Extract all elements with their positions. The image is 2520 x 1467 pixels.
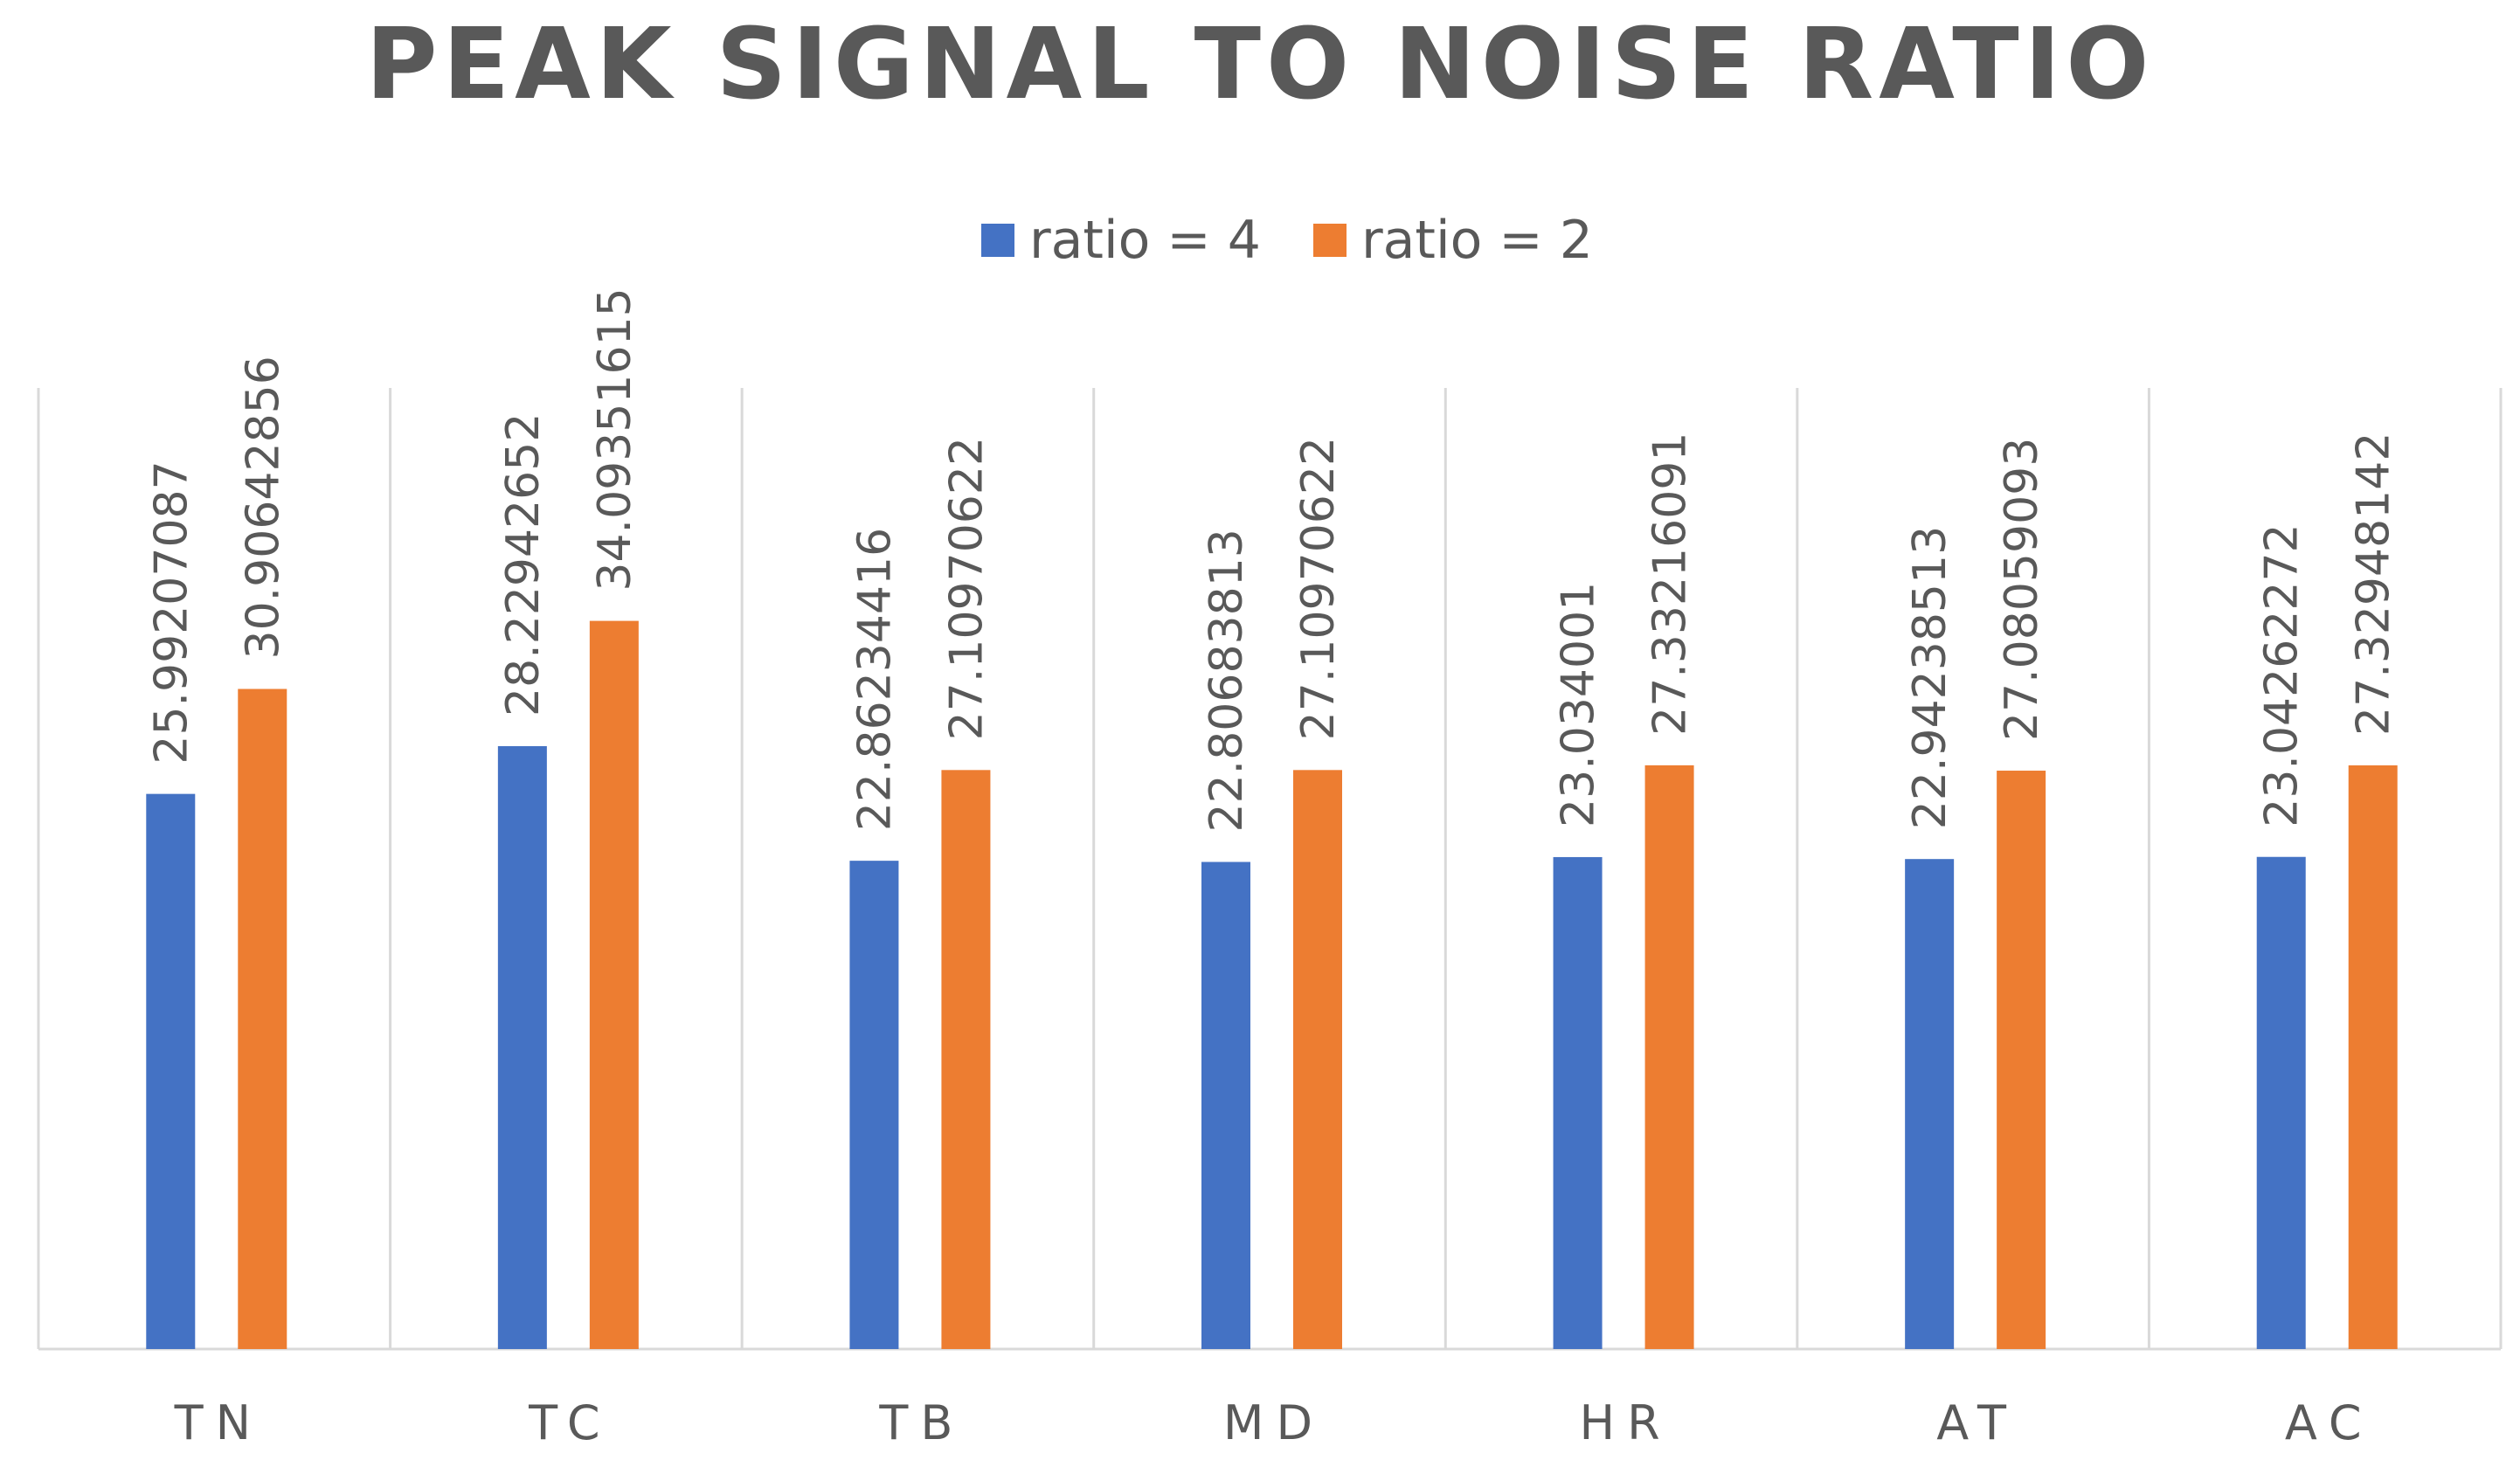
bar-tc-series-2 — [589, 620, 639, 1349]
data-label-md-series-2: 27.10970622 — [1292, 437, 1345, 740]
data-label-md-series-1: 22.80683813 — [1201, 529, 1253, 832]
bar-hr-series-1 — [1553, 856, 1603, 1349]
bar-hr-series-2 — [1644, 765, 1694, 1349]
data-label-ac-series-1: 23.04262272 — [2256, 523, 2309, 827]
bar-ac-series-1 — [2256, 856, 2306, 1349]
plot-area: 25.99207087 30.90642856 TN 28.22942652 34.09… — [37, 287, 2503, 1450]
bar-md-series-2 — [1293, 770, 1342, 1349]
bar-at-series-1 — [1905, 859, 1955, 1349]
bar-tb-series-2 — [941, 770, 991, 1349]
category-label-md: MD — [1223, 1395, 1325, 1450]
data-label-at-series-1: 22.94238513 — [1904, 526, 1956, 829]
data-label-tc-series-1: 28.22942652 — [497, 413, 550, 716]
category-label-hr: HR — [1580, 1395, 1672, 1450]
legend-label-ratio-2: ratio = 2 — [1361, 210, 1593, 271]
bar-tc-series-1 — [497, 745, 547, 1349]
bar-tn-series-1 — [146, 793, 196, 1349]
bar-ac-series-2 — [2348, 765, 2398, 1349]
bar-tn-series-2 — [238, 689, 287, 1349]
bar-md-series-1 — [1201, 862, 1250, 1349]
legend-swatch-ratio-2 — [1313, 224, 1347, 257]
bar-at-series-2 — [1997, 771, 2046, 1349]
legend-label-ratio-4: ratio = 4 — [1029, 210, 1261, 271]
data-label-at-series-2: 27.08059093 — [1996, 438, 2048, 741]
data-label-hr-series-2: 27.33216091 — [1644, 432, 1697, 736]
legend: ratio = 4 ratio = 2 — [981, 210, 1593, 271]
data-label-hr-series-1: 23.034001 — [1553, 582, 1605, 827]
category-label-tb: TB — [878, 1395, 965, 1450]
data-label-tn-series-2: 30.90642856 — [237, 356, 289, 659]
legend-swatch-ratio-4 — [981, 224, 1014, 257]
category-label-tn: TN — [174, 1395, 263, 1450]
data-label-tc-series-2: 34.09351615 — [589, 287, 641, 591]
category-label-ac: AC — [2285, 1395, 2374, 1450]
category-label-at: AT — [1936, 1395, 2018, 1450]
data-label-tb-series-1: 22.86234416 — [848, 528, 901, 831]
data-label-tb-series-2: 27.10970622 — [940, 437, 993, 740]
bar-tb-series-1 — [849, 861, 899, 1349]
category-label-tc: TC — [528, 1395, 613, 1450]
chart-title: PEAK SIGNAL TO NOISE RATIO — [366, 8, 2155, 121]
data-label-ac-series-2: 27.32948142 — [2348, 432, 2400, 736]
data-label-tn-series-1: 25.99207087 — [145, 460, 197, 764]
